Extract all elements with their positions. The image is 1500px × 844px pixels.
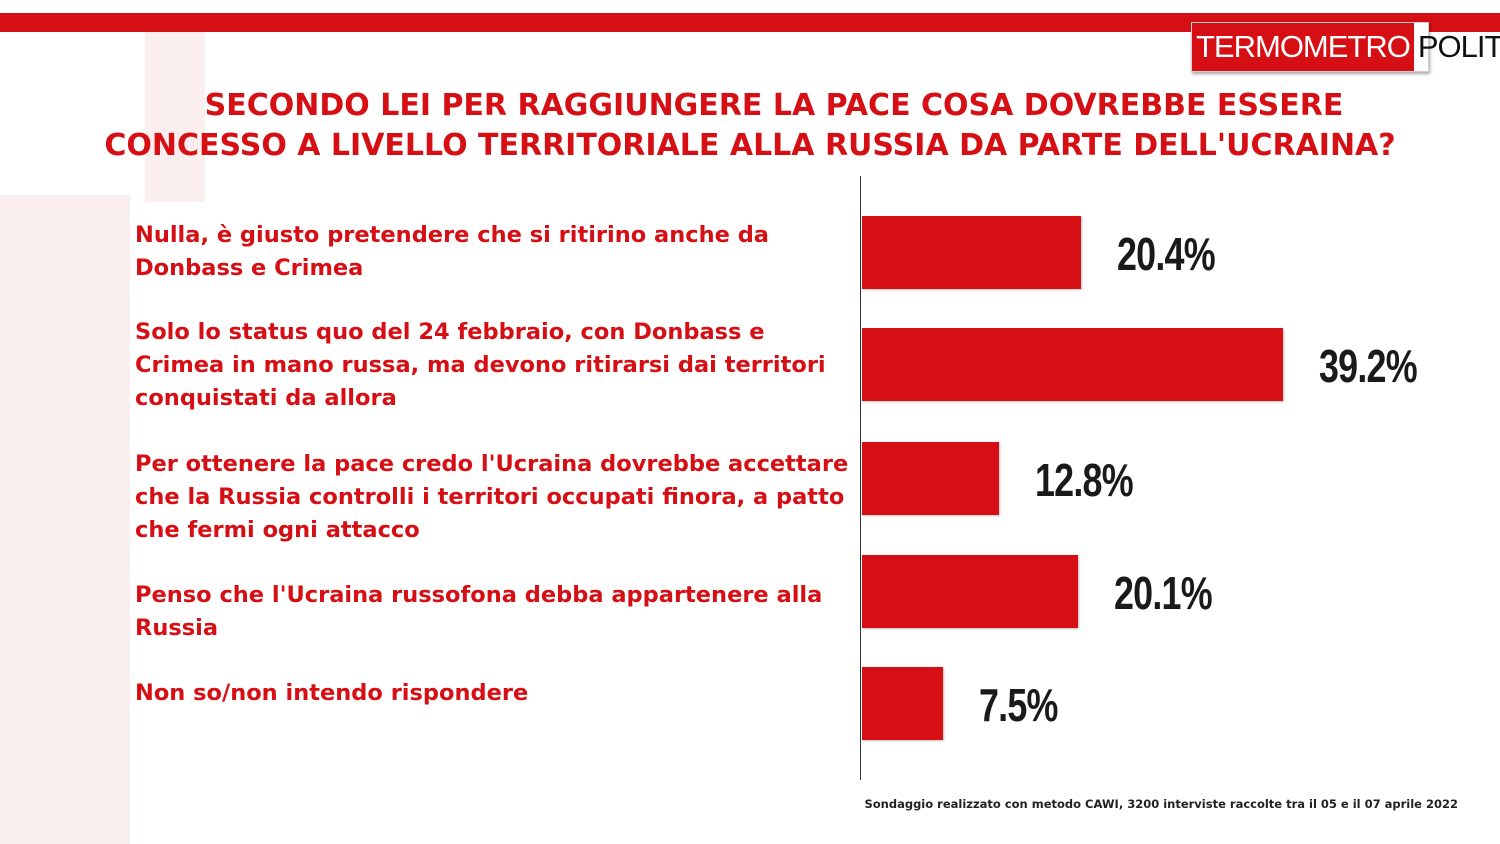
bar-1 (862, 216, 1081, 289)
category-label-2: Solo lo status quo del 24 febbraio, con … (135, 319, 826, 411)
termometro-politico-logo: TERMOMETRO POLITICO (1191, 22, 1500, 72)
chart-title: SECONDO LEI PER RAGGIUNGERE LA PACE COSA… (40, 86, 1460, 166)
chart-title-line-2: CONCESSO A LIVELLO TERRITORIALE ALLA RUS… (104, 128, 1396, 163)
top-red-bar (0, 13, 1500, 32)
logo-right-text: POLITICO (1417, 29, 1500, 64)
value-label-3: 12.8% (1035, 454, 1134, 506)
value-label-2: 39.2% (1319, 340, 1418, 392)
value-label-4: 20.1% (1114, 567, 1213, 619)
bar-3 (862, 442, 999, 515)
survey-footnote: Sondaggio realizzato con metodo CAWI, 32… (864, 797, 1458, 811)
bar-4 (862, 555, 1078, 628)
value-label-1: 20.4% (1117, 228, 1216, 280)
category-label-4: Penso che l'Ucraina russofona debba appa… (135, 582, 823, 641)
background-watermark (0, 195, 130, 844)
category-label-1: Nulla, è giusto pretendere che si ritiri… (135, 222, 769, 281)
category-label-3: Per ottenere la pace credo l'Ucraina dov… (135, 451, 849, 543)
bar-5 (862, 667, 943, 740)
category-axis-line (860, 176, 861, 780)
bar-2 (862, 328, 1283, 401)
value-label-5: 7.5% (979, 679, 1058, 731)
category-label-5: Non so/non intendo rispondere (135, 680, 529, 706)
background-watermark-upper (145, 32, 205, 202)
chart-title-line-1: SECONDO LEI PER RAGGIUNGERE LA PACE COSA… (204, 88, 1344, 123)
logo-left-text: TERMOMETRO (1192, 23, 1414, 71)
